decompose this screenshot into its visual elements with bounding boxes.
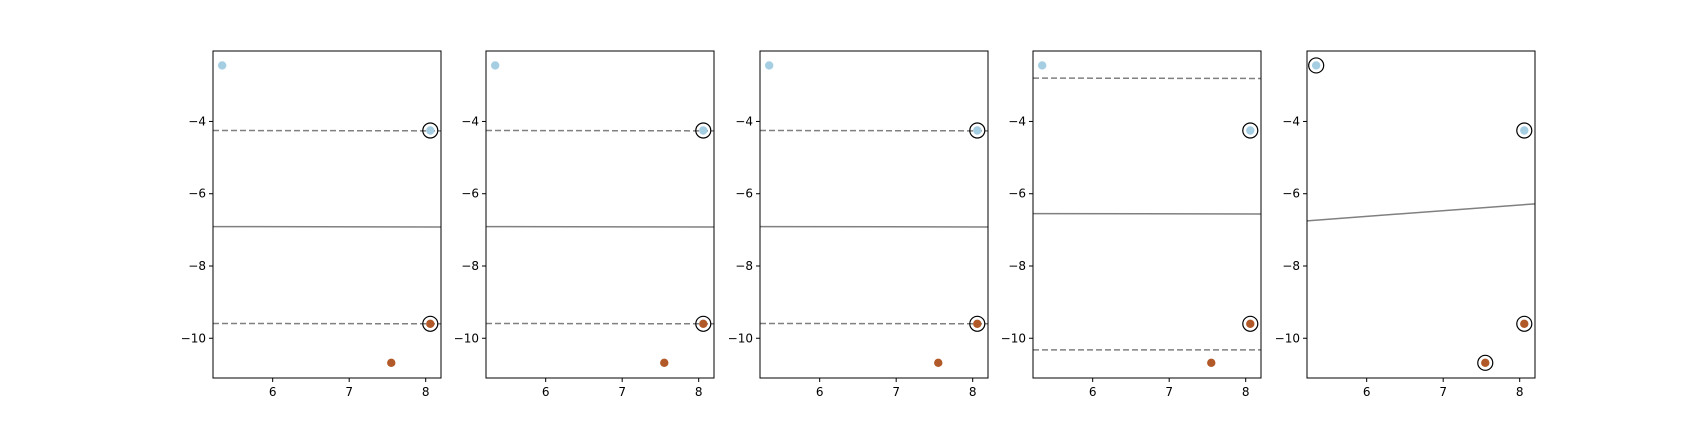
axes-frame — [1306, 50, 1536, 379]
plot-area — [760, 61, 988, 368]
x-tick-label: 8 — [1516, 385, 1524, 399]
data-point — [973, 126, 982, 135]
x-tick-label: 7 — [345, 385, 353, 399]
data-point — [1481, 358, 1490, 368]
axes-frame — [1032, 50, 1262, 379]
data-point — [426, 126, 435, 135]
y-tick-label: −8 — [1008, 259, 1026, 273]
y-tick-label: −8 — [461, 259, 479, 273]
x-tick-label: 6 — [1363, 385, 1371, 399]
y-tick-label: −4 — [1282, 114, 1300, 128]
x-tick-label: 8 — [1242, 385, 1250, 399]
x-tick-label: 7 — [1439, 385, 1447, 399]
decision-boundary — [1307, 203, 1535, 222]
plot-area — [1033, 61, 1261, 368]
y-tick-label: −10 — [1001, 331, 1026, 345]
subplot-1: 6 7 8 −10 −8 −6 −4 — [181, 50, 442, 399]
support-vector — [1308, 57, 1325, 74]
data-point — [660, 358, 669, 368]
x-tick-label: 6 — [1089, 385, 1097, 399]
support-vector — [969, 315, 986, 332]
x-tick-label: 6 — [816, 385, 824, 399]
data-point — [699, 126, 708, 135]
axes-frame — [485, 50, 715, 379]
data-point — [699, 319, 708, 329]
x-tick-label: 8 — [422, 385, 430, 399]
data-point — [426, 319, 435, 329]
data-point — [1520, 126, 1529, 135]
y-tick-label: −4 — [461, 114, 479, 128]
data-point — [764, 61, 774, 70]
y-tick-label: −6 — [1008, 187, 1026, 201]
support-vector — [695, 315, 712, 332]
plot-area — [486, 61, 714, 368]
y-tick-label: −10 — [181, 331, 206, 345]
support-vector — [422, 315, 439, 332]
y-tick-label: −10 — [728, 331, 753, 345]
y-tick-label: −6 — [735, 187, 753, 201]
x-tick-label: 8 — [969, 385, 977, 399]
x-tick-label: 7 — [1165, 385, 1173, 399]
data-point — [490, 61, 500, 70]
data-point — [1246, 319, 1255, 329]
data-point — [217, 61, 227, 70]
y-tick-label: −8 — [1282, 259, 1300, 273]
x-tick-label: 7 — [892, 385, 900, 399]
support-vector — [695, 122, 712, 139]
data-point — [1311, 61, 1321, 70]
subplot-4: 6 7 8 −10 −8 −6 −4 — [1001, 50, 1262, 399]
y-tick-label: −8 — [188, 259, 206, 273]
data-point — [1037, 61, 1047, 70]
y-tick-label: −4 — [188, 114, 206, 128]
support-vector — [1516, 315, 1533, 332]
support-vector — [422, 122, 439, 139]
subplot-5: 6 7 8 −10 −8 −6 −4 — [1275, 50, 1536, 399]
axes-frame — [212, 50, 442, 379]
x-tick-label: 7 — [618, 385, 626, 399]
x-tick-label: 8 — [695, 385, 703, 399]
support-vector — [1242, 122, 1259, 139]
plot-area — [213, 61, 441, 368]
y-tick-label: −4 — [735, 114, 753, 128]
x-tick-label: 6 — [542, 385, 550, 399]
y-tick-label: −6 — [461, 187, 479, 201]
subplot-3: 6 7 8 −10 −8 −6 −4 — [728, 50, 989, 399]
y-tick-label: −10 — [1275, 331, 1300, 345]
y-tick-label: −4 — [1008, 114, 1026, 128]
plot-area — [1307, 57, 1535, 371]
y-tick-label: −6 — [1282, 187, 1300, 201]
data-point — [1207, 358, 1216, 368]
data-point — [387, 358, 396, 368]
subplot-2: 6 7 8 −10 −8 −6 −4 — [454, 50, 715, 399]
support-vector — [969, 122, 986, 139]
x-tick-label: 6 — [269, 385, 277, 399]
support-vector — [1477, 354, 1494, 371]
data-point — [1520, 319, 1529, 329]
data-point — [973, 319, 982, 329]
support-vector — [1242, 315, 1259, 332]
y-tick-label: −8 — [735, 259, 753, 273]
y-tick-label: −10 — [454, 331, 479, 345]
data-point — [934, 358, 943, 368]
data-point — [1246, 126, 1255, 135]
support-vector — [1516, 122, 1533, 139]
axes-frame — [759, 50, 989, 379]
y-tick-label: −6 — [188, 187, 206, 201]
